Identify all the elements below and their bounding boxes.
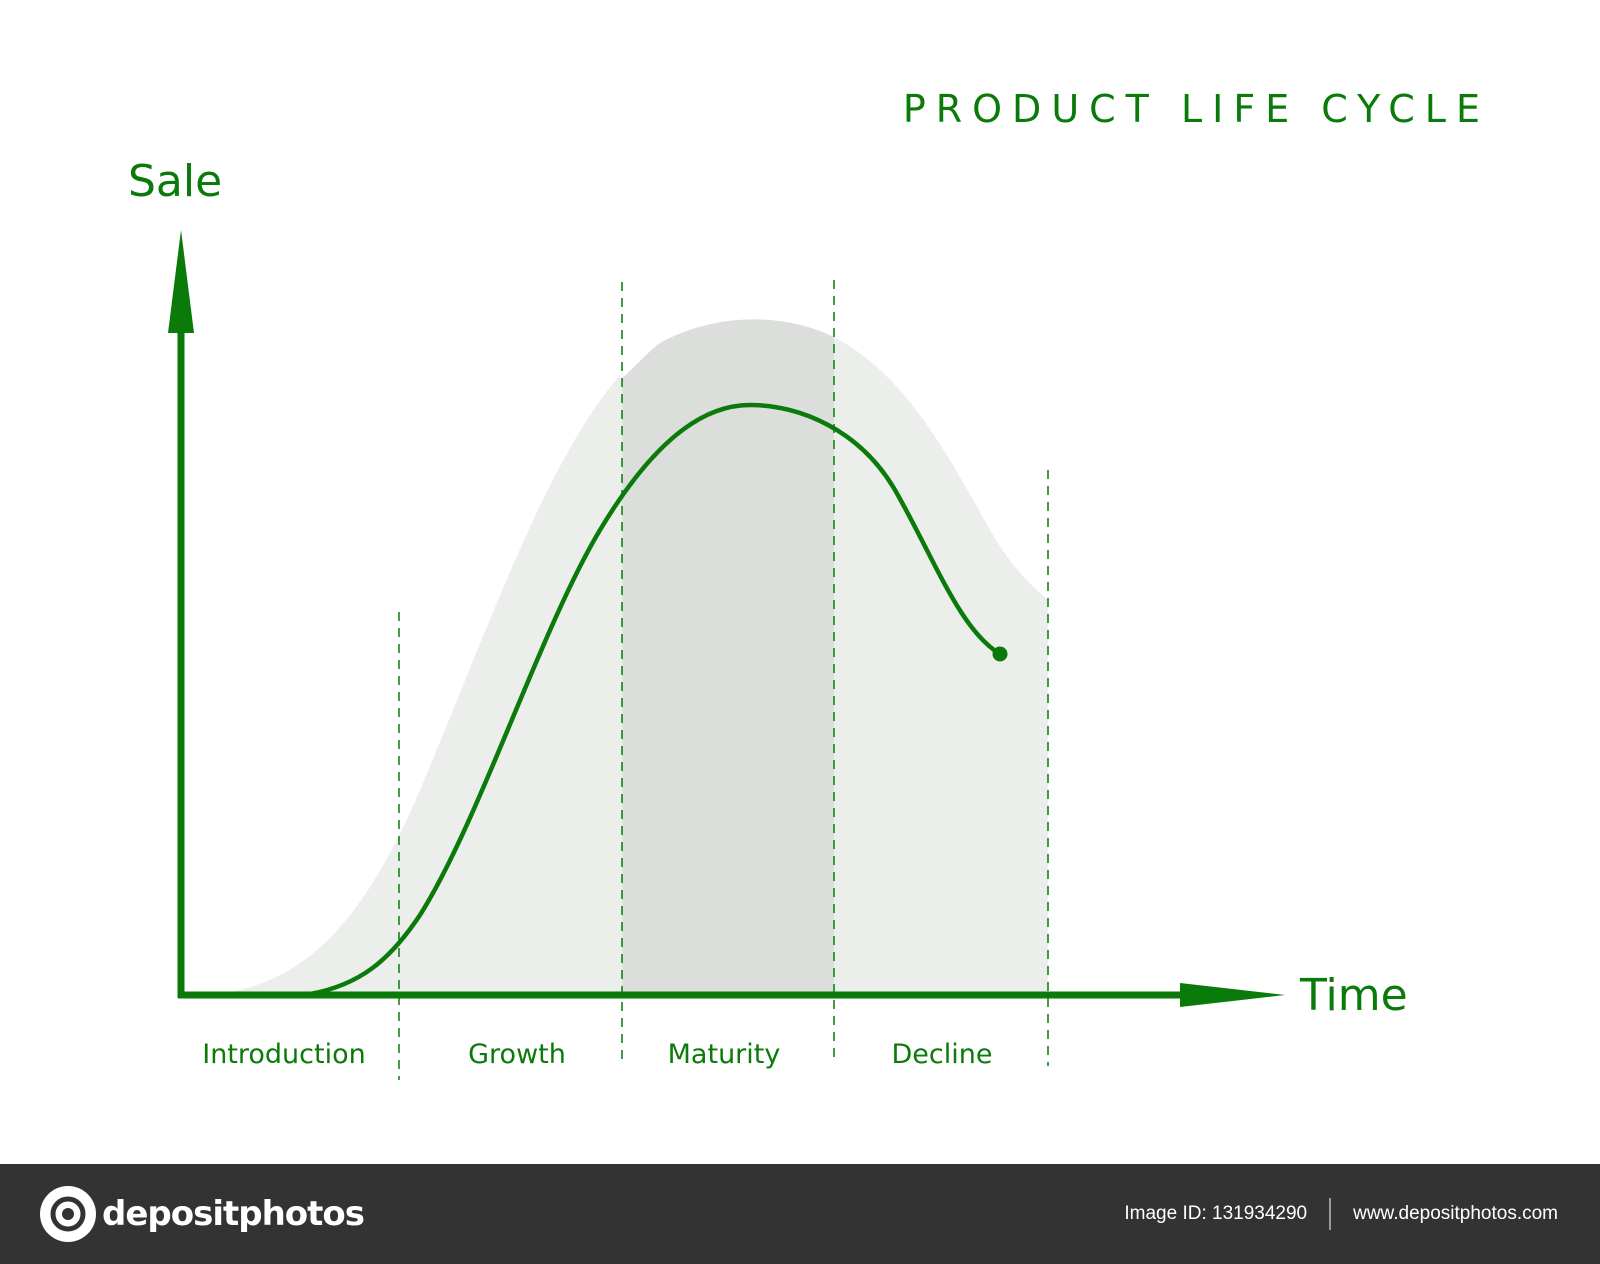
x-axis-arrowhead xyxy=(1180,983,1285,1007)
stage-label-decline: Decline xyxy=(892,1039,993,1070)
brand-name: depositphotos xyxy=(102,1194,365,1234)
stage-label-introduction: Introduction xyxy=(202,1039,366,1070)
stage-label-growth: Growth xyxy=(468,1039,566,1070)
camera-icon xyxy=(40,1186,96,1242)
stage-label-maturity: Maturity xyxy=(668,1039,781,1070)
sales-curve-end-point xyxy=(992,646,1008,662)
product-life-cycle-diagram: PRODUCT LIFE CYCLE Sale Time Introductio… xyxy=(128,87,1490,1080)
y-axis-arrowhead xyxy=(168,230,194,333)
depositphotos-logo[interactable]: depositphotos xyxy=(40,1186,365,1242)
image-id-text: Image ID: 131934290 xyxy=(1124,1203,1308,1224)
stock-footer-bar: depositphotos Image ID: 131934290 www.de… xyxy=(0,1164,1600,1264)
site-url-link[interactable]: www.depositphotos.com xyxy=(1353,1203,1558,1224)
maturity-shaded-band xyxy=(622,300,834,995)
footer-divider xyxy=(1329,1198,1332,1230)
diagram-title: PRODUCT LIFE CYCLE xyxy=(903,87,1490,131)
band-top-mask xyxy=(620,300,836,380)
x-axis-label: Time xyxy=(1299,970,1408,1021)
sales-curve xyxy=(307,402,1003,997)
y-axis-label: Sale xyxy=(128,156,222,207)
